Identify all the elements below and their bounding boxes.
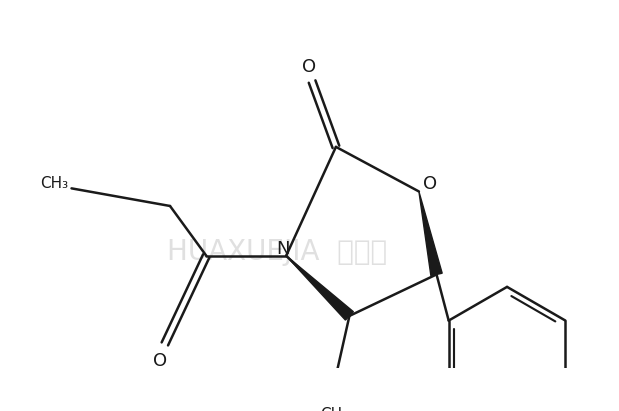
Text: O: O [423,175,438,193]
Text: CH₃: CH₃ [40,176,68,191]
Polygon shape [286,256,353,320]
Text: O: O [153,352,167,369]
Text: O: O [302,58,316,76]
Polygon shape [419,192,442,276]
Text: HUAXUEJIA  化学加: HUAXUEJIA 化学加 [167,238,387,266]
Text: N: N [276,240,290,259]
Text: CH₃: CH₃ [320,406,348,411]
